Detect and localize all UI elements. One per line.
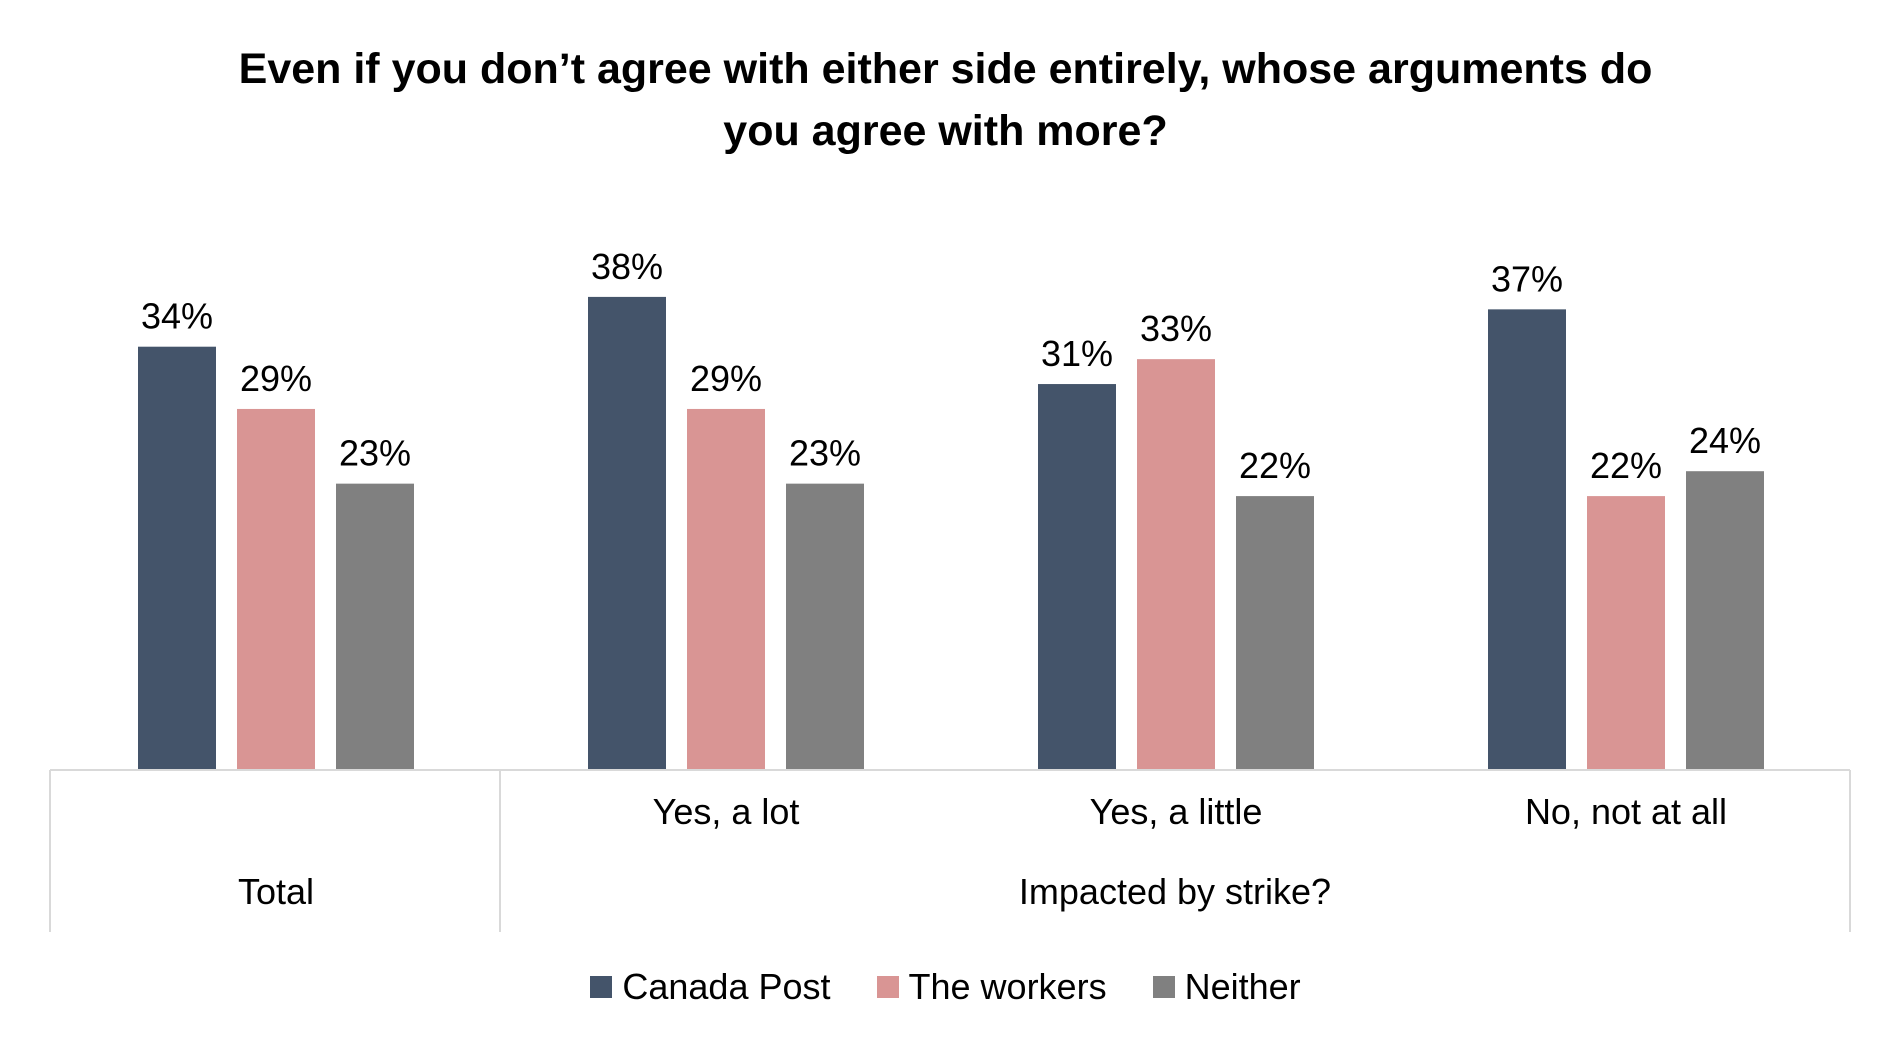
legend-swatch-neither [1152, 976, 1175, 998]
bar-neither-yes-a-little [1236, 496, 1314, 770]
data-label-neither-yes-a-little: 22% [1239, 445, 1311, 486]
data-label-neither-no-not-at-all: 24% [1689, 420, 1761, 461]
legend-label-neither: Neither [1184, 966, 1301, 1007]
legend-item-canada-post: Canada Post [590, 966, 831, 1008]
chart-legend: Canada Post The workers Neither [0, 966, 1891, 1008]
x-group-label: Impacted by strike? [1019, 871, 1331, 912]
legend-label-the-workers: The workers [908, 966, 1107, 1007]
bar-the-workers-no-not-at-all [1587, 496, 1665, 770]
bar-canada-post-yes-a-little [1038, 384, 1116, 770]
data-label-the-workers-yes-a-lot: 29% [690, 358, 762, 399]
x-tick-label-yes-a-lot: Yes, a lot [653, 791, 800, 832]
bar-neither-yes-a-lot [786, 483, 864, 770]
chart-title: Even if you don’t agree with either side… [0, 38, 1891, 162]
legend-item-neither: Neither [1152, 966, 1301, 1008]
chart-title-line-2: you agree with more? [723, 107, 1168, 155]
legend-item-the-workers: The workers [876, 966, 1107, 1008]
bar-canada-post-total [138, 346, 216, 770]
chart-title-line-1: Even if you don’t agree with either side… [238, 45, 1653, 93]
bar-neither-no-not-at-all [1686, 471, 1764, 770]
data-label-canada-post-no-not-at-all: 37% [1491, 258, 1563, 299]
bar-the-workers-total [237, 408, 315, 770]
legend-label-canada-post: Canada Post [622, 966, 831, 1007]
x-tick-label-no-not-at-all: No, not at all [1525, 791, 1727, 832]
data-label-neither-total: 23% [339, 433, 411, 474]
legend-swatch-canada-post [590, 976, 613, 998]
data-label-canada-post-yes-a-little: 31% [1041, 333, 1113, 374]
x-tick-label-total: Total [238, 871, 314, 912]
x-tick-label-yes-a-little: Yes, a little [1090, 791, 1263, 832]
bar-canada-post-no-not-at-all [1488, 309, 1566, 770]
data-label-the-workers-yes-a-little: 33% [1140, 308, 1212, 349]
bar-neither-total [336, 483, 414, 770]
data-label-the-workers-total: 29% [240, 358, 312, 399]
data-label-canada-post-total: 34% [141, 296, 213, 337]
bar-canada-post-yes-a-lot [588, 296, 666, 770]
bar-the-workers-yes-a-little [1137, 359, 1215, 770]
data-label-canada-post-yes-a-lot: 38% [591, 246, 663, 287]
data-label-the-workers-no-not-at-all: 22% [1590, 445, 1662, 486]
data-label-neither-yes-a-lot: 23% [789, 433, 861, 474]
bar-the-workers-yes-a-lot [687, 408, 765, 770]
legend-swatch-the-workers [876, 976, 899, 998]
